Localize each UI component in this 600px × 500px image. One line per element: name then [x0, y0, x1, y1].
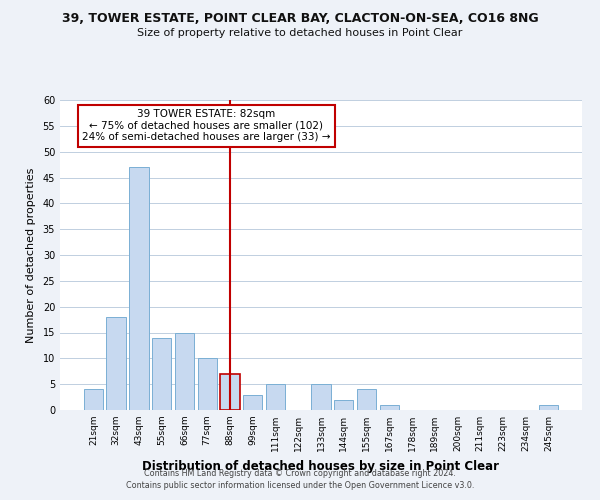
Text: Contains public sector information licensed under the Open Government Licence v3: Contains public sector information licen… — [126, 481, 474, 490]
Bar — [84, 390, 103, 410]
Bar — [357, 390, 376, 410]
Bar — [220, 374, 239, 410]
Bar — [539, 405, 558, 410]
Bar — [129, 167, 149, 410]
Y-axis label: Number of detached properties: Number of detached properties — [26, 168, 35, 342]
Bar — [311, 384, 331, 410]
Bar — [334, 400, 353, 410]
X-axis label: Distribution of detached houses by size in Point Clear: Distribution of detached houses by size … — [143, 460, 499, 472]
Bar — [197, 358, 217, 410]
Text: 39 TOWER ESTATE: 82sqm
← 75% of detached houses are smaller (102)
24% of semi-de: 39 TOWER ESTATE: 82sqm ← 75% of detached… — [82, 110, 331, 142]
Bar — [106, 317, 126, 410]
Bar — [152, 338, 172, 410]
Bar — [266, 384, 285, 410]
Bar — [175, 332, 194, 410]
Text: Size of property relative to detached houses in Point Clear: Size of property relative to detached ho… — [137, 28, 463, 38]
Text: Contains HM Land Registry data © Crown copyright and database right 2024.: Contains HM Land Registry data © Crown c… — [144, 468, 456, 477]
Bar — [243, 394, 262, 410]
Bar — [380, 405, 399, 410]
Text: 39, TOWER ESTATE, POINT CLEAR BAY, CLACTON-ON-SEA, CO16 8NG: 39, TOWER ESTATE, POINT CLEAR BAY, CLACT… — [62, 12, 538, 26]
